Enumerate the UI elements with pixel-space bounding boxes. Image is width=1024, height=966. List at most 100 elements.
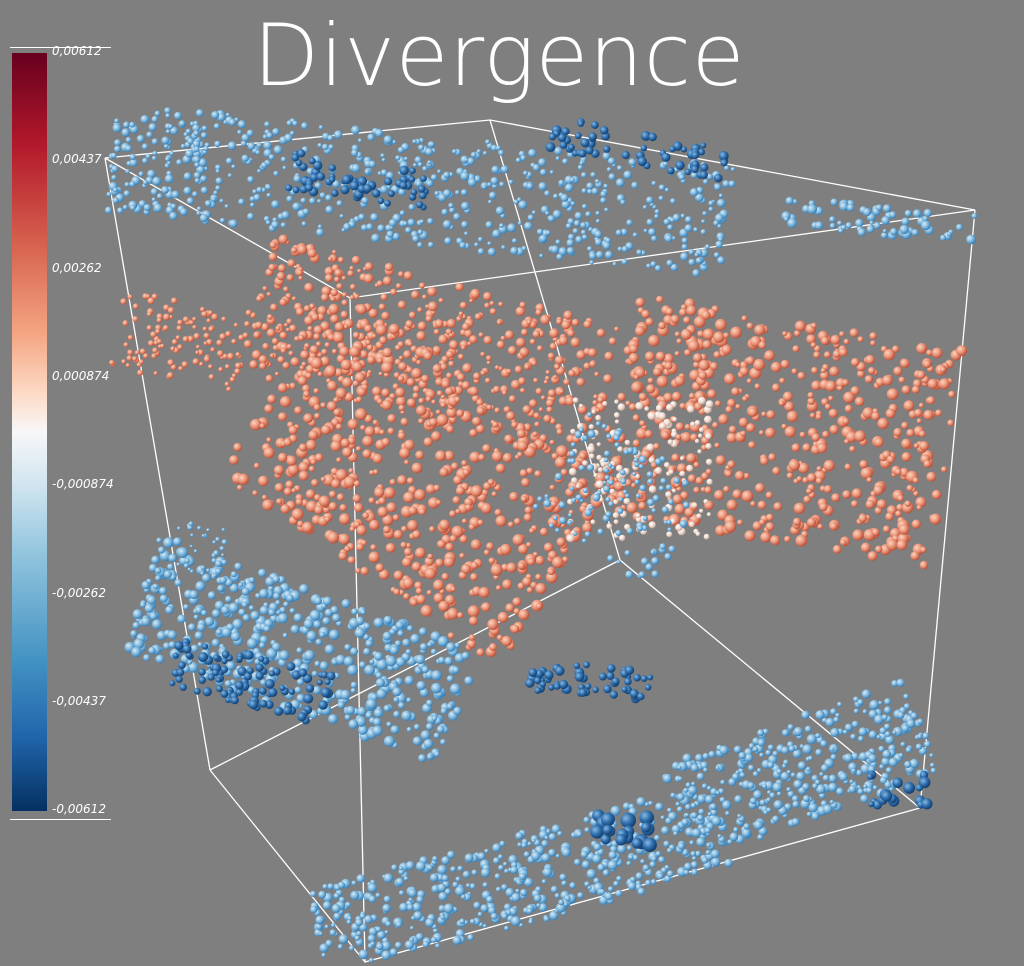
sphere-glyph	[704, 415, 712, 424]
sphere-glyph	[330, 296, 336, 302]
sphere-glyph	[286, 318, 293, 325]
sphere-glyph	[169, 211, 178, 221]
sphere-glyph	[212, 669, 219, 677]
sphere-glyph	[343, 222, 351, 231]
sphere-glyph	[884, 781, 892, 789]
sphere-glyph	[857, 370, 865, 378]
sphere-glyph	[663, 353, 674, 364]
sphere-glyph	[703, 179, 709, 185]
sphere-glyph	[490, 912, 498, 920]
sphere-glyph	[727, 460, 736, 469]
sphere-glyph	[187, 137, 194, 145]
sphere-glyph	[129, 121, 136, 128]
sphere-glyph	[190, 644, 199, 653]
sphere-glyph	[837, 701, 843, 707]
sphere-glyph	[340, 438, 350, 448]
sphere-glyph	[421, 666, 429, 674]
sphere-glyph	[193, 687, 201, 695]
sphere-glyph	[829, 522, 838, 531]
sphere-glyph	[141, 143, 149, 150]
sphere-glyph	[187, 659, 193, 665]
sphere-glyph	[426, 179, 434, 187]
sphere-glyph	[352, 331, 360, 339]
sphere-glyph	[484, 302, 490, 309]
sphere-glyph	[274, 706, 284, 716]
sphere-glyph	[675, 422, 684, 431]
sphere-glyph	[371, 386, 382, 397]
sphere-glyph	[569, 882, 576, 889]
sphere-glyph	[193, 156, 201, 164]
sphere-glyph	[692, 269, 701, 277]
sphere-glyph	[430, 936, 437, 943]
sphere-glyph	[375, 672, 383, 679]
sphere-glyph	[699, 508, 704, 513]
sphere-glyph	[394, 344, 401, 351]
sphere-glyph	[315, 638, 323, 646]
sphere-glyph	[703, 499, 709, 504]
sphere-glyph	[585, 211, 592, 218]
sphere-glyph	[356, 304, 367, 315]
sphere-glyph	[610, 805, 621, 816]
sphere-glyph	[410, 598, 418, 607]
sphere-glyph	[274, 371, 280, 376]
sphere-glyph	[453, 475, 463, 485]
sphere-glyph	[874, 714, 884, 725]
sphere-glyph	[412, 902, 422, 912]
sphere-glyph	[123, 190, 131, 197]
sphere-glyph	[557, 133, 567, 143]
sphere-glyph	[273, 592, 281, 600]
sphere-glyph	[550, 245, 560, 254]
sphere-glyph	[337, 256, 345, 263]
sphere-glyph	[326, 671, 336, 681]
sphere-glyph	[446, 425, 454, 434]
sphere-glyph	[508, 907, 518, 916]
sphere-glyph	[558, 179, 565, 186]
sphere-glyph	[492, 229, 501, 238]
sphere-glyph	[688, 392, 696, 399]
sphere-glyph	[648, 800, 653, 806]
sphere-glyph	[167, 372, 174, 379]
sphere-glyph	[110, 152, 117, 159]
sphere-glyph	[544, 670, 554, 680]
sphere-glyph	[912, 477, 919, 484]
sphere-glyph	[431, 884, 440, 893]
sphere-glyph	[549, 418, 557, 425]
sphere-glyph	[878, 700, 883, 705]
sphere-glyph	[498, 864, 505, 871]
sphere-glyph	[735, 362, 741, 368]
sphere-glyph	[604, 892, 613, 901]
sphere-glyph	[192, 316, 197, 322]
sphere-glyph	[402, 638, 411, 647]
sphere-glyph	[349, 526, 355, 532]
sphere-glyph	[235, 352, 241, 357]
sphere-glyph	[385, 543, 396, 553]
sphere-glyph	[606, 433, 612, 439]
sphere-glyph	[534, 470, 542, 478]
sphere-glyph	[364, 414, 373, 423]
sphere-glyph	[720, 779, 726, 785]
sphere-glyph	[292, 202, 301, 211]
sphere-glyph	[153, 203, 163, 213]
sphere-glyph	[309, 345, 319, 354]
sphere-glyph	[670, 792, 676, 798]
sphere-glyph	[519, 469, 528, 477]
sphere-glyph	[237, 666, 247, 676]
sphere-glyph	[832, 349, 841, 358]
sphere-glyph	[186, 197, 195, 205]
sphere-glyph	[237, 120, 246, 129]
sphere-glyph	[901, 724, 910, 733]
sphere-glyph	[574, 132, 582, 140]
sphere-glyph	[291, 296, 297, 301]
sphere-glyph	[429, 873, 439, 882]
sphere-glyph	[667, 807, 673, 813]
sphere-glyph	[837, 385, 843, 391]
sphere-glyph	[635, 872, 643, 880]
sphere-glyph	[247, 212, 255, 220]
sphere-glyph	[400, 410, 405, 415]
sphere-glyph	[439, 467, 449, 477]
sphere-glyph	[320, 321, 330, 331]
sphere-glyph	[898, 752, 904, 758]
sphere-glyph	[705, 850, 711, 855]
sphere-glyph	[438, 600, 450, 612]
